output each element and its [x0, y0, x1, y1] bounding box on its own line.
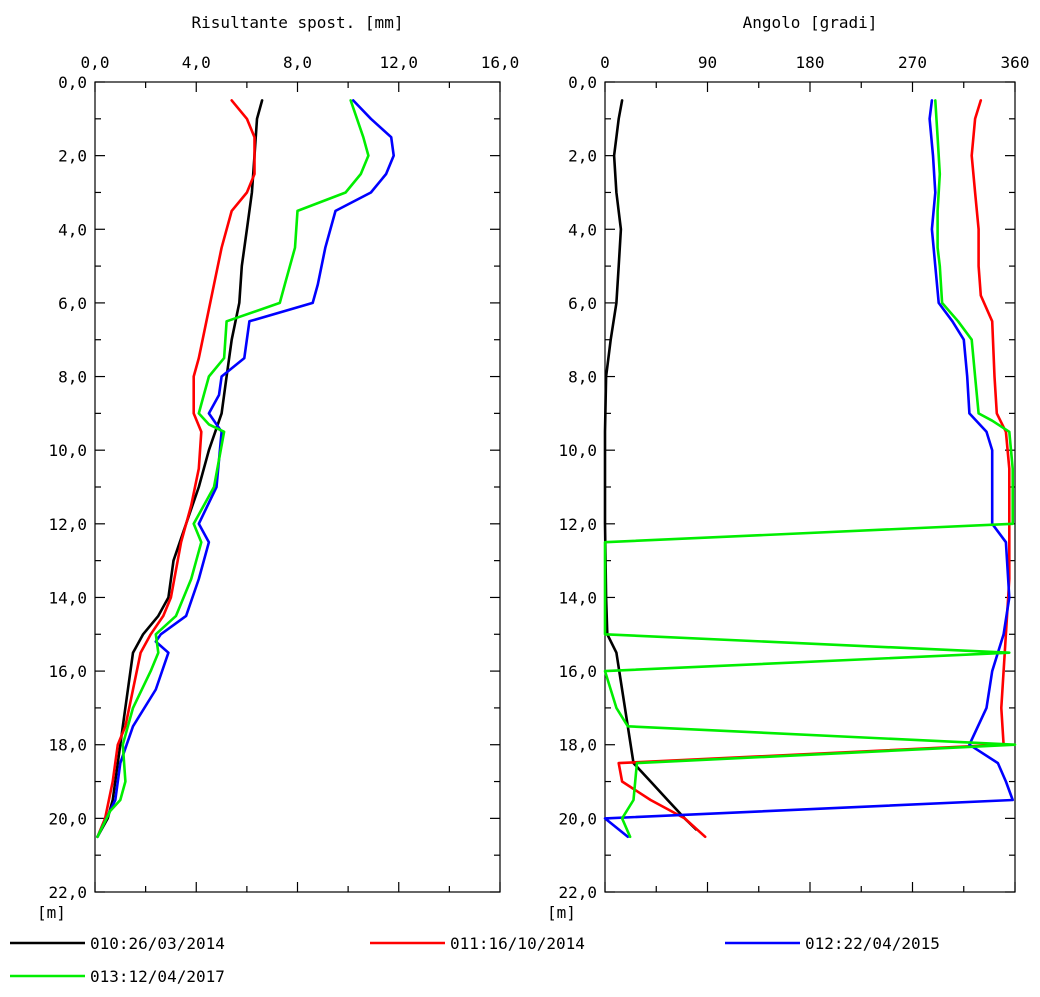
series-line [603, 99, 698, 831]
y-tick-label: 0,0 [568, 73, 597, 92]
x-tick-label: 180 [796, 53, 825, 72]
series-line [96, 99, 396, 839]
y-tick-label: 4,0 [568, 220, 597, 239]
x-tick-label: 4,0 [182, 53, 211, 72]
y-tick-label: 18,0 [558, 736, 597, 755]
legend-label: 010:26/03/2014 [90, 934, 225, 953]
y-tick-label: 16,0 [558, 662, 597, 681]
series-line [617, 99, 1011, 839]
y-tick-label: 16,0 [48, 662, 87, 681]
y-axis-unit-label: [m] [37, 903, 66, 922]
x-tick-label: 360 [1001, 53, 1030, 72]
displacement-chart: Risultante spost. [mm] 0,0 4,0 8,0 12,0 16,0 0… [37, 13, 519, 922]
x-tick-label: 8,0 [283, 53, 312, 72]
angle-chart: Angolo [gradi] 0 90 180 270 360 0,0 2,0 4,0 6,0 8,… [547, 13, 1029, 922]
legend-label: 013:12/04/2017 [90, 967, 225, 986]
series-line [96, 99, 370, 839]
x-tick-label: 270 [898, 53, 927, 72]
y-tick-label: 22,0 [558, 883, 597, 902]
y-tick-label: 20,0 [48, 809, 87, 828]
x-tick-label: 16,0 [481, 53, 520, 72]
y-tick-label: 0,0 [58, 73, 87, 92]
y-tick-label: 12,0 [48, 515, 87, 534]
y-tick-label: 10,0 [48, 441, 87, 460]
legend-label: 012:22/04/2015 [805, 934, 940, 953]
y-tick-label: 14,0 [558, 588, 597, 607]
y-tick-label: 10,0 [558, 441, 597, 460]
chart-title: Risultante spost. [mm] [192, 13, 404, 32]
y-tick-label: 18,0 [48, 736, 87, 755]
x-tick-label: 12,0 [379, 53, 418, 72]
y-tick-label: 20,0 [558, 809, 597, 828]
legend: 010:26/03/2014 011:16/10/2014 012:22/04/20… [10, 934, 940, 986]
y-tick-label: 6,0 [568, 294, 597, 313]
x-tick-label: 90 [698, 53, 717, 72]
x-tick-label: 0,0 [81, 53, 110, 72]
y-tick-label: 2,0 [58, 147, 87, 166]
series-line [96, 99, 256, 839]
series-line [603, 99, 1015, 839]
y-tick-label: 8,0 [58, 368, 87, 387]
y-tick-label: 6,0 [58, 294, 87, 313]
y-tick-label: 14,0 [48, 588, 87, 607]
y-axis-unit-label: [m] [547, 903, 576, 922]
series-line [603, 99, 1017, 839]
y-tick-label: 22,0 [48, 883, 87, 902]
y-tick-label: 4,0 [58, 220, 87, 239]
chart-title: Angolo [gradi] [743, 13, 878, 32]
y-tick-label: 8,0 [568, 368, 597, 387]
legend-label: 011:16/10/2014 [450, 934, 585, 953]
x-tick-label: 0 [600, 53, 610, 72]
y-tick-label: 2,0 [568, 147, 597, 166]
y-tick-label: 12,0 [558, 515, 597, 534]
